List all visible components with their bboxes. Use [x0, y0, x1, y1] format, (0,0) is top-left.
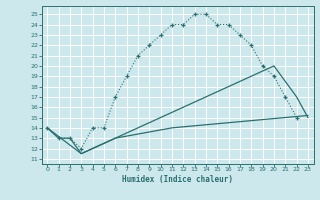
X-axis label: Humidex (Indice chaleur): Humidex (Indice chaleur): [122, 175, 233, 184]
